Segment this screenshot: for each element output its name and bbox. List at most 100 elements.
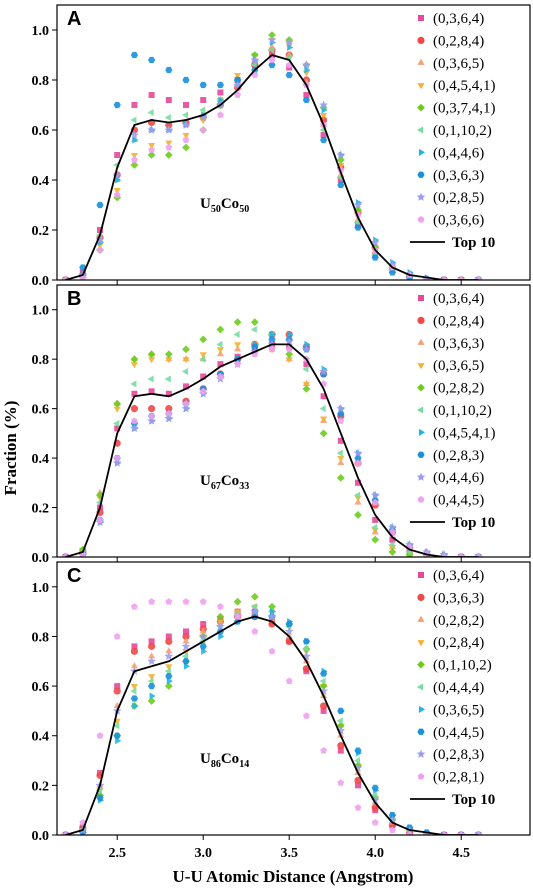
- subscript: 86: [211, 759, 221, 770]
- legend-label: (0,4,4,6): [433, 145, 484, 161]
- marker: [130, 130, 139, 139]
- marker: [268, 602, 276, 611]
- marker: [216, 340, 223, 348]
- y-tick-label: 0.0: [32, 551, 50, 566]
- marker: [417, 36, 425, 45]
- marker: [182, 637, 190, 644]
- marker: [148, 146, 156, 153]
- marker: [181, 404, 191, 413]
- x-tick-label: 2.5: [108, 846, 126, 861]
- marker: [355, 479, 361, 486]
- marker: [148, 682, 156, 690]
- legend-label: (0,3,7,4,1): [433, 101, 496, 117]
- subscript: 50: [211, 204, 221, 215]
- marker: [285, 357, 293, 364]
- marker: [319, 366, 328, 376]
- data-layer: [61, 318, 483, 557]
- marker: [217, 361, 224, 368]
- marker: [200, 97, 207, 103]
- marker: [267, 612, 277, 621]
- marker: [200, 373, 207, 380]
- marker: [336, 404, 346, 413]
- marker: [319, 405, 326, 413]
- panel-label: A: [67, 8, 81, 30]
- legend-label: (0,3,6,3): [433, 590, 484, 606]
- marker: [199, 126, 207, 133]
- marker: [319, 677, 326, 685]
- panel: 0.0 0.2 0.4 0.6 0.8 1.0 2.5 3.0 3.5 4.0 4.5 C U86Co1…: [32, 561, 531, 861]
- marker: [417, 216, 425, 223]
- marker: [250, 592, 259, 601]
- marker: [336, 473, 345, 482]
- x-tick-label: 3.5: [280, 846, 298, 861]
- x-tick-label: 4.5: [452, 846, 470, 861]
- marker: [353, 218, 361, 227]
- marker: [417, 496, 425, 503]
- marker: [417, 103, 425, 112]
- marker: [354, 747, 362, 754]
- marker: [165, 390, 172, 397]
- marker: [320, 707, 327, 714]
- legend-label: (0,4,4,5): [433, 493, 484, 509]
- marker: [416, 749, 426, 758]
- marker: [285, 677, 293, 685]
- marker: [164, 125, 174, 134]
- marker: [354, 511, 362, 519]
- marker: [199, 627, 207, 634]
- y-axis-title: Fraction (%): [1, 401, 20, 496]
- legend-label: (0,1,10,2): [433, 123, 492, 139]
- marker: [198, 112, 208, 122]
- marker: [200, 621, 207, 628]
- marker: [199, 387, 207, 395]
- marker: [217, 89, 224, 96]
- marker: [285, 345, 293, 353]
- marker: [96, 794, 104, 801]
- marker: [164, 113, 171, 122]
- marker: [284, 626, 294, 636]
- element: Co: [221, 473, 239, 489]
- marker: [148, 56, 156, 64]
- marker: [132, 702, 139, 710]
- marker: [149, 692, 156, 700]
- marker: [114, 152, 121, 158]
- marker: [268, 61, 276, 69]
- element: U: [200, 751, 211, 767]
- marker: [164, 375, 171, 383]
- marker: [165, 673, 173, 680]
- y-tick-label: 1.0: [32, 24, 50, 39]
- legend-label: (0,2,8,2): [433, 613, 484, 629]
- marker: [130, 152, 138, 160]
- legend-label: (0,3,6,5): [433, 56, 484, 72]
- marker: [165, 66, 173, 74]
- marker: [165, 140, 173, 147]
- marker: [198, 631, 208, 641]
- marker: [165, 664, 173, 671]
- y-tick-label: 1.0: [32, 304, 50, 319]
- marker: [114, 425, 121, 432]
- marker: [251, 627, 259, 635]
- marker: [284, 37, 294, 47]
- marker: [287, 43, 294, 52]
- y-tick-label: 0.6: [32, 680, 50, 695]
- element: U: [200, 473, 211, 489]
- marker: [320, 112, 328, 120]
- marker: [233, 330, 240, 339]
- marker: [165, 97, 172, 103]
- marker: [148, 652, 156, 659]
- marker: [164, 350, 173, 359]
- marker: [285, 620, 293, 628]
- legend-label: (0,1,10,2): [433, 403, 492, 419]
- marker: [148, 642, 156, 650]
- marker: [164, 651, 174, 661]
- marker: [354, 776, 362, 785]
- marker: [388, 812, 396, 819]
- marker: [388, 522, 397, 532]
- marker: [182, 136, 190, 143]
- marker: [113, 419, 120, 428]
- marker: [418, 572, 424, 578]
- x-axis-title: U-U Atomic Distance (Angstrom): [173, 867, 414, 886]
- marker: [199, 355, 206, 363]
- marker: [164, 151, 173, 159]
- marker: [130, 417, 138, 424]
- legend-label: (0,2,8,4): [433, 635, 484, 651]
